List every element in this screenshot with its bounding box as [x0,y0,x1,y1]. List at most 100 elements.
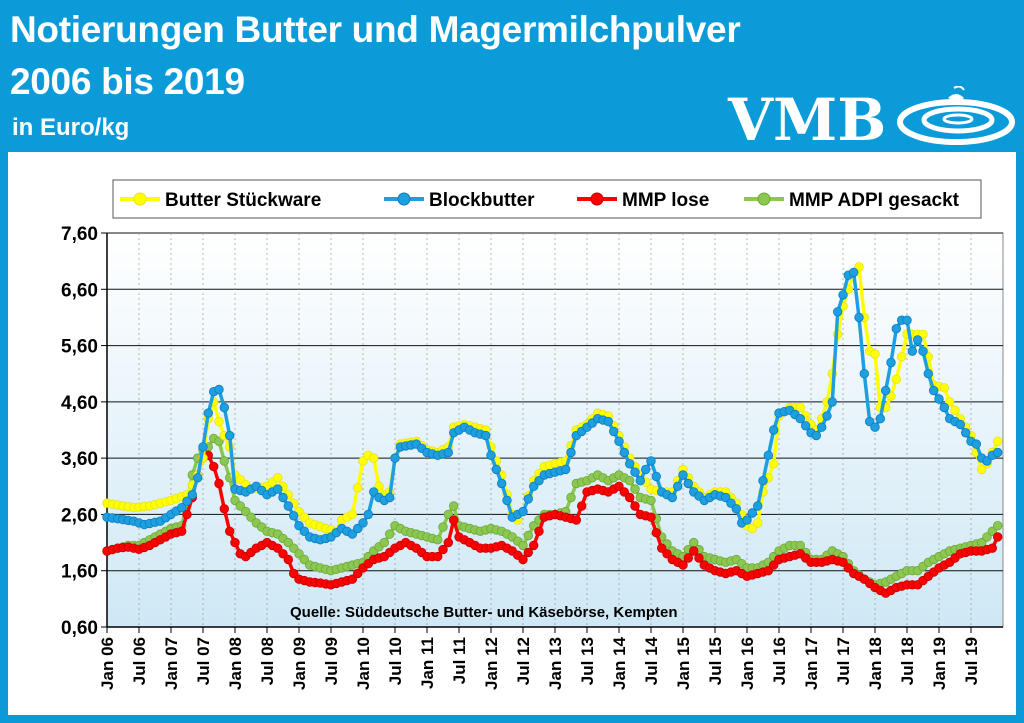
data-point [630,501,640,511]
data-point [214,436,224,447]
data-point [646,495,656,506]
series-blockbutter [102,267,1003,545]
data-point [246,512,256,522]
data-point [619,447,630,458]
data-point [518,554,528,565]
data-point [198,442,208,452]
data-point [534,526,544,537]
data-point [443,447,454,458]
data-point [347,509,358,520]
data-point [849,267,859,278]
x-tick-label: Jan 18 [866,637,885,690]
x-tick-label: Jul 10 [386,637,405,685]
data-point [838,290,848,300]
data-point [571,515,582,525]
data-point [299,512,310,522]
data-point [347,529,358,539]
vmb-logo: VMB [727,86,1015,148]
data-point [385,492,395,503]
data-point [283,554,294,565]
x-tick-label: Jan 10 [354,637,373,690]
data-point [278,492,288,503]
x-tick-label: Jan 14 [610,636,629,689]
y-tick-label: 3,60 [61,449,98,470]
data-point [214,478,224,489]
data-point [614,436,624,447]
data-point [801,421,811,431]
data-point [630,484,640,494]
data-point [176,526,187,537]
data-point [481,430,491,441]
header-bar [0,0,1024,150]
x-tick-label: Jan 06 [98,637,117,690]
data-point [753,501,763,511]
x-tick-label: Jan 19 [930,637,949,690]
data-point [961,428,971,438]
data-point [795,402,806,413]
series-mmp-lose [102,450,1003,598]
data-point [689,546,699,556]
data-point [646,456,656,466]
data-point [678,560,688,570]
data-point [683,553,694,563]
data-point [982,456,992,466]
data-point [843,563,854,573]
data-point [683,478,694,489]
data-point [369,453,379,463]
data-point [438,522,448,532]
data-point [182,496,192,506]
x-tick-label: Jul 07 [194,637,213,685]
data-point [289,568,299,579]
data-point [347,574,358,584]
data-point [747,523,758,534]
x-tick-label: Jul 08 [258,637,277,685]
data-point [289,511,299,521]
data-point [625,492,635,503]
data-point [891,324,902,334]
data-point [385,529,395,539]
data-point [939,383,950,393]
data-point [795,414,806,424]
data-point [486,450,496,461]
data-point [934,394,944,404]
data-point [651,471,662,482]
x-tick-label: Jul 18 [898,637,917,685]
data-point [219,402,230,413]
data-point [523,494,534,504]
x-tick-label: Jul 12 [514,637,533,685]
data-point [769,459,779,469]
y-tick-label: 1,60 [61,562,98,583]
x-tick-label: Jan 12 [482,637,501,690]
legend-box [112,179,982,219]
x-tick-label: Jan 16 [738,637,757,690]
x-tick-label: Jan 08 [226,637,245,690]
data-point [753,518,763,528]
data-point [192,473,203,483]
x-tick-label: Jul 14 [642,636,661,685]
data-point [993,447,1003,458]
legend-label-blockbutter: Blockbutter [429,190,535,211]
data-point [971,439,982,449]
x-tick-label: Jan 09 [290,637,309,690]
data-point [235,501,246,511]
legend-swatch-marker [757,192,771,206]
data-point [619,487,630,497]
data-point [769,425,779,435]
x-tick-label: Jul 09 [322,637,341,685]
data-point [299,554,310,565]
x-tick-label: Jul 06 [130,637,149,685]
x-tick-label: Jan 13 [546,637,565,690]
data-point [897,352,907,362]
data-point [187,490,198,500]
data-point [993,521,1003,531]
data-point [433,535,443,545]
data-point [566,492,576,503]
data-point [673,481,683,492]
data-point [523,530,534,541]
x-tick-label: Jul 11 [450,637,469,684]
data-point [566,447,576,458]
x-tick-label: Jan 17 [802,637,821,690]
data-point [230,537,240,548]
legend-label-mmp-adpi-gesackt: MMP ADPI gesackt [789,190,960,211]
data-point [950,405,960,416]
